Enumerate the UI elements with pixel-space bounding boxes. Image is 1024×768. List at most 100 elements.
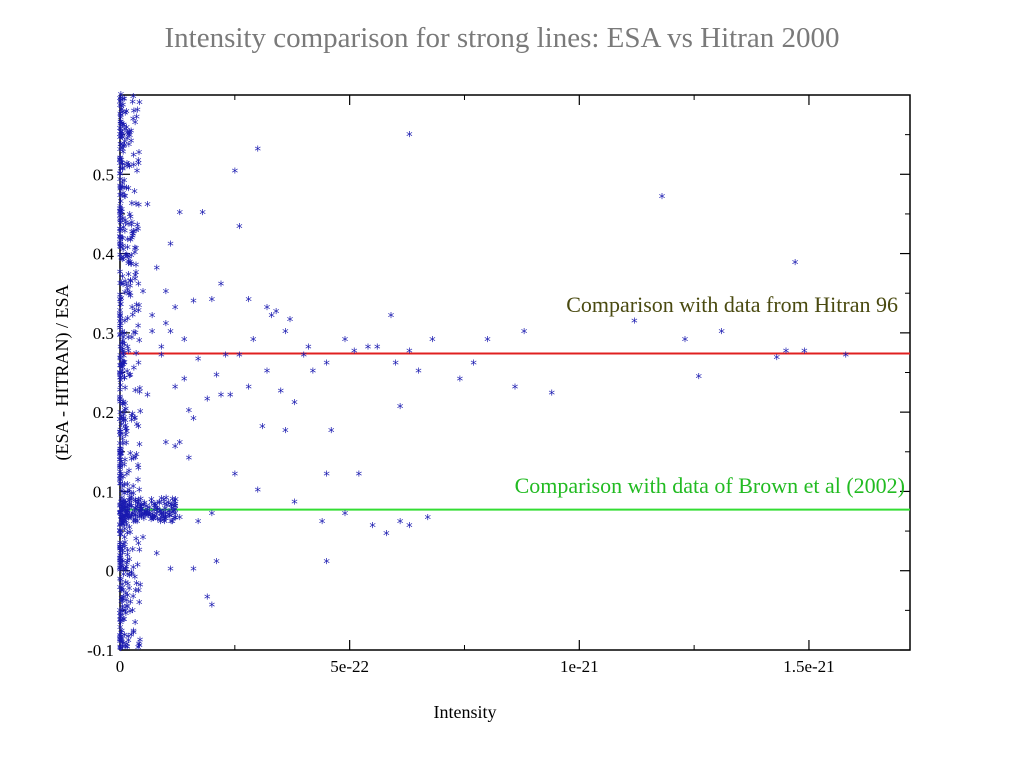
data-point-cluster: *: [172, 509, 179, 524]
data-point-cluster: *: [130, 627, 137, 642]
y-tick-label: 0: [106, 562, 115, 581]
data-point-cluster: *: [117, 509, 124, 524]
data-point-cluster: *: [120, 473, 127, 488]
data-point-cluster: *: [161, 512, 168, 527]
data-point-cluster: *: [119, 133, 126, 148]
data-point-cluster: *: [146, 508, 153, 523]
data-point-cluster: *: [127, 210, 134, 225]
data-point-cluster: *: [164, 501, 171, 516]
data-point-cluster: *: [117, 153, 124, 168]
data-point-cluster: *: [169, 517, 176, 532]
data-point-cluster: *: [120, 498, 127, 513]
data-point-cluster: *: [122, 227, 129, 242]
data-point: *: [300, 351, 307, 366]
data-point-cluster: *: [120, 505, 127, 520]
data-point-cluster: *: [119, 361, 126, 376]
data-point: *: [167, 565, 174, 580]
data-point-cluster: *: [117, 251, 124, 266]
data-point-cluster: *: [130, 229, 137, 244]
data-point-cluster: *: [117, 225, 124, 240]
data-point: *: [140, 287, 147, 302]
data-point-cluster: *: [132, 307, 139, 322]
data-point-cluster: *: [117, 526, 124, 541]
data-point-cluster: *: [117, 317, 124, 332]
data-point-cluster: *: [171, 513, 178, 528]
data-point-cluster: *: [123, 506, 130, 521]
data-point-cluster: *: [127, 213, 134, 228]
data-point-cluster: *: [117, 427, 124, 442]
data-point: *: [548, 389, 555, 404]
data-point-cluster: *: [122, 109, 129, 124]
data-point: *: [255, 145, 262, 160]
data-point: *: [209, 295, 216, 310]
data-point-cluster: *: [131, 107, 138, 122]
data-point-cluster: *: [119, 512, 126, 527]
data-point-cluster: *: [128, 493, 135, 508]
data-point-cluster: *: [117, 508, 124, 523]
data-point-cluster: *: [135, 495, 142, 510]
data-point-cluster: *: [154, 504, 161, 519]
data-point-cluster: *: [121, 183, 128, 198]
data-point-cluster: *: [132, 497, 139, 512]
data-point-cluster: *: [117, 547, 124, 562]
data-point-cluster: *: [124, 367, 131, 382]
data-point-cluster: *: [126, 555, 133, 570]
data-point-cluster: *: [141, 500, 148, 515]
data-point: *: [126, 501, 133, 516]
data-point-cluster: *: [117, 306, 124, 321]
data-point: *: [135, 279, 142, 294]
data-point-cluster: *: [132, 503, 139, 518]
data-point-cluster: *: [172, 513, 179, 528]
data-point-cluster: *: [122, 399, 129, 414]
data-point-cluster: *: [117, 279, 124, 294]
data-point-cluster: *: [119, 165, 126, 180]
data-point-cluster: *: [117, 204, 124, 219]
data-point-cluster: *: [137, 510, 144, 525]
data-point: *: [135, 497, 142, 512]
data-point-cluster: *: [117, 408, 124, 423]
data-point-cluster: *: [118, 300, 125, 315]
data-point-cluster: *: [160, 510, 167, 525]
data-point-cluster: *: [122, 498, 129, 513]
data-point-cluster: *: [128, 502, 135, 517]
data-point-cluster: *: [124, 161, 131, 176]
annotation-hitran96: Comparison with data from Hitran 96: [566, 292, 898, 317]
data-point-cluster: *: [121, 358, 128, 373]
data-point: *: [392, 359, 399, 374]
data-point-cluster: *: [130, 489, 137, 504]
data-point-cluster: *: [135, 586, 142, 601]
data-point-cluster: *: [119, 160, 126, 175]
data-point-cluster: *: [158, 510, 165, 525]
data-point-cluster: *: [118, 497, 125, 512]
data-point-cluster: *: [132, 274, 139, 289]
data-point-cluster: *: [129, 606, 136, 621]
data-point-cluster: *: [117, 575, 124, 590]
data-point-cluster: *: [119, 357, 126, 372]
data-point-cluster: *: [124, 558, 131, 573]
data-point: *: [512, 382, 519, 397]
data-point-cluster: *: [124, 285, 131, 300]
data-point-cluster: *: [120, 348, 127, 363]
data-point-cluster: *: [117, 643, 124, 658]
data-point-cluster: *: [117, 636, 124, 651]
data-point-cluster: *: [171, 506, 178, 521]
data-point-cluster: *: [136, 301, 143, 316]
data-point-cluster: *: [117, 448, 124, 463]
data-point-cluster: *: [117, 472, 124, 487]
data-point-cluster: *: [117, 373, 124, 388]
data-point-cluster: *: [165, 498, 172, 513]
data-point-cluster: *: [160, 507, 167, 522]
data-point-cluster: *: [121, 501, 128, 516]
data-point-cluster: *: [132, 248, 139, 263]
data-point-cluster: *: [117, 225, 124, 240]
data-point-cluster: *: [120, 347, 127, 362]
data-point-cluster: *: [123, 596, 130, 611]
data-point: *: [397, 517, 404, 532]
data-point-cluster: *: [145, 510, 152, 525]
data-point-cluster: *: [117, 376, 124, 391]
data-point-cluster: *: [133, 200, 140, 215]
data-point-cluster: *: [121, 461, 128, 476]
data-point-cluster: *: [160, 495, 167, 510]
data-point-cluster: *: [119, 583, 126, 598]
data-point-cluster: *: [125, 513, 132, 528]
